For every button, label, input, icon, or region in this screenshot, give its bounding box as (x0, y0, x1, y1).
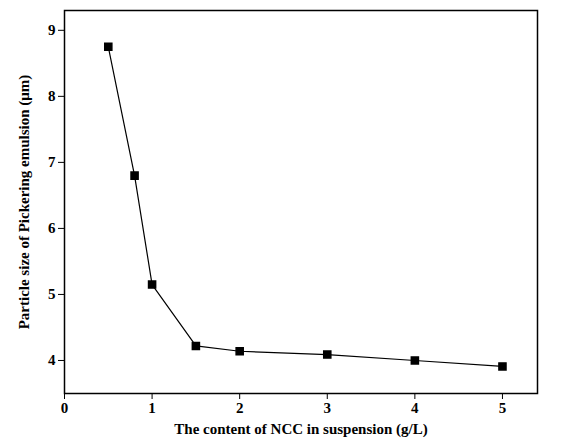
svg-text:7: 7 (48, 154, 56, 170)
svg-text:Particle size of Pickering emu: Particle size of Pickering emulsion (μm) (16, 75, 33, 330)
svg-text:0: 0 (61, 400, 69, 416)
svg-text:3: 3 (324, 400, 332, 416)
svg-text:4: 4 (411, 400, 419, 416)
svg-text:9: 9 (48, 22, 56, 38)
svg-text:The content of NCC in suspensi: The content of NCC in suspension (g/L) (174, 421, 427, 438)
svg-text:6: 6 (48, 220, 56, 236)
svg-text:2: 2 (236, 400, 244, 416)
svg-text:8: 8 (48, 88, 56, 104)
svg-text:4: 4 (48, 352, 56, 368)
svg-text:1: 1 (148, 400, 156, 416)
svg-text:5: 5 (48, 286, 56, 302)
svg-text:5: 5 (499, 400, 507, 416)
